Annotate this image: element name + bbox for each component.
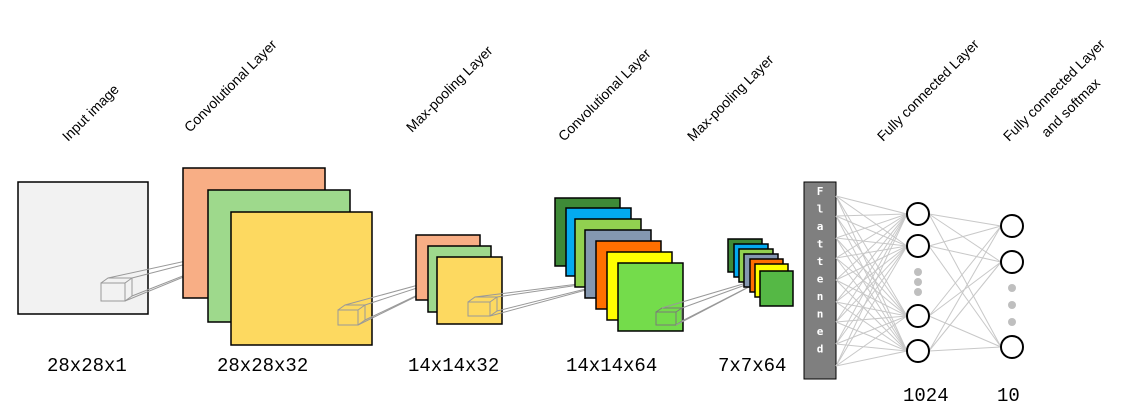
conv2-feature-maps (554, 197, 684, 332)
conv1-feature-maps (182, 167, 373, 346)
connection-line (835, 279, 908, 317)
connection-line (928, 213, 1002, 348)
conv1-map-yellow (230, 211, 373, 346)
flatten-letter: t (817, 238, 824, 251)
fc1-ellipsis-dots (914, 268, 922, 296)
fc2-neurons (1000, 214, 1024, 359)
connection-line (835, 245, 908, 323)
pool2-map-green-front (759, 270, 794, 307)
connection-line (835, 215, 908, 317)
connection-line (835, 215, 908, 247)
connection-line (928, 346, 1002, 352)
flatten-letter: n (817, 290, 824, 303)
pool1-feature-maps (415, 234, 503, 325)
conv2-layer-heading: Convolutional Layer (555, 45, 654, 144)
connection-line (835, 245, 908, 281)
connection-line (835, 237, 908, 247)
connection-line (928, 225, 1002, 317)
connection-line (835, 350, 908, 367)
fc1-neuron (906, 339, 930, 363)
fc1-neurons (906, 202, 930, 363)
connection-line (928, 245, 1002, 263)
connection-line (835, 213, 908, 323)
connection-line (835, 213, 908, 345)
conv1-dims: 28x28x32 (217, 355, 308, 377)
fc1-to-fc2-connections (928, 213, 1002, 352)
fc2-neuron (1000, 250, 1024, 274)
flatten-letter: a (817, 220, 824, 233)
conv2-dims: 14x14x64 (566, 355, 657, 377)
connection-line (835, 195, 908, 215)
flatten-letter: e (817, 325, 824, 338)
connection-line (835, 315, 908, 367)
fc1-neuron (906, 234, 930, 258)
connection-line (835, 213, 908, 259)
connection-line (835, 301, 908, 352)
flatten-letter: l (817, 203, 824, 216)
connection-line (835, 315, 908, 323)
connection-line (835, 213, 908, 303)
pool1-layer-heading: Max-pooling Layer (403, 42, 496, 135)
connection-line (928, 225, 1002, 352)
flatten-letter: n (817, 308, 824, 321)
flatten-letter: F (817, 185, 824, 198)
connection-line (835, 213, 908, 367)
flatten-letter: t (817, 255, 824, 268)
flatten-bar (803, 181, 837, 380)
connection-line (928, 315, 1002, 348)
connection-line (835, 315, 908, 345)
connection-line (928, 261, 1002, 352)
input-dims: 28x28x1 (47, 355, 127, 377)
flatten-to-fc1-connections (835, 195, 908, 367)
connection-line (835, 245, 908, 367)
connection-line (928, 245, 1002, 348)
connection-line (835, 213, 908, 239)
flatten-letter: d (817, 343, 824, 356)
fc2-neuron (1000, 335, 1024, 359)
connection-line (835, 245, 908, 259)
pool2-feature-maps (727, 238, 794, 307)
fc1-dims: 1024 (903, 385, 949, 407)
connection-line (928, 213, 1002, 263)
pool1-map-yellow (436, 256, 503, 325)
connection-line (835, 257, 908, 352)
connection-line (835, 213, 908, 281)
pool2-dims: 7x7x64 (718, 355, 786, 377)
pool2-layer-heading: Max-pooling Layer (684, 51, 777, 144)
fc1-neuron (906, 304, 930, 328)
connection-line (835, 279, 908, 352)
fc1-neuron (906, 202, 930, 226)
pool1-dims: 14x14x32 (408, 355, 499, 377)
connection-line (835, 245, 908, 303)
input-layer-heading: Input image (59, 81, 122, 144)
fc2-ellipsis-dots (1008, 284, 1016, 326)
input-image-square (17, 181, 149, 315)
fc2-neuron (1000, 214, 1024, 238)
conv1-layer-heading: Convolutional Layer (181, 36, 280, 135)
connection-line (835, 213, 908, 217)
connection-line (835, 245, 908, 345)
connection-line (835, 195, 908, 247)
conv2-map-bright-green (617, 262, 684, 332)
connection-line (928, 225, 1002, 247)
fc2-dims: 10 (997, 385, 1020, 407)
flatten-letter: e (817, 273, 824, 286)
fc1-layer-heading: Fully connected Layer (874, 36, 982, 144)
connection-line (835, 257, 908, 317)
connection-line (928, 213, 1002, 227)
